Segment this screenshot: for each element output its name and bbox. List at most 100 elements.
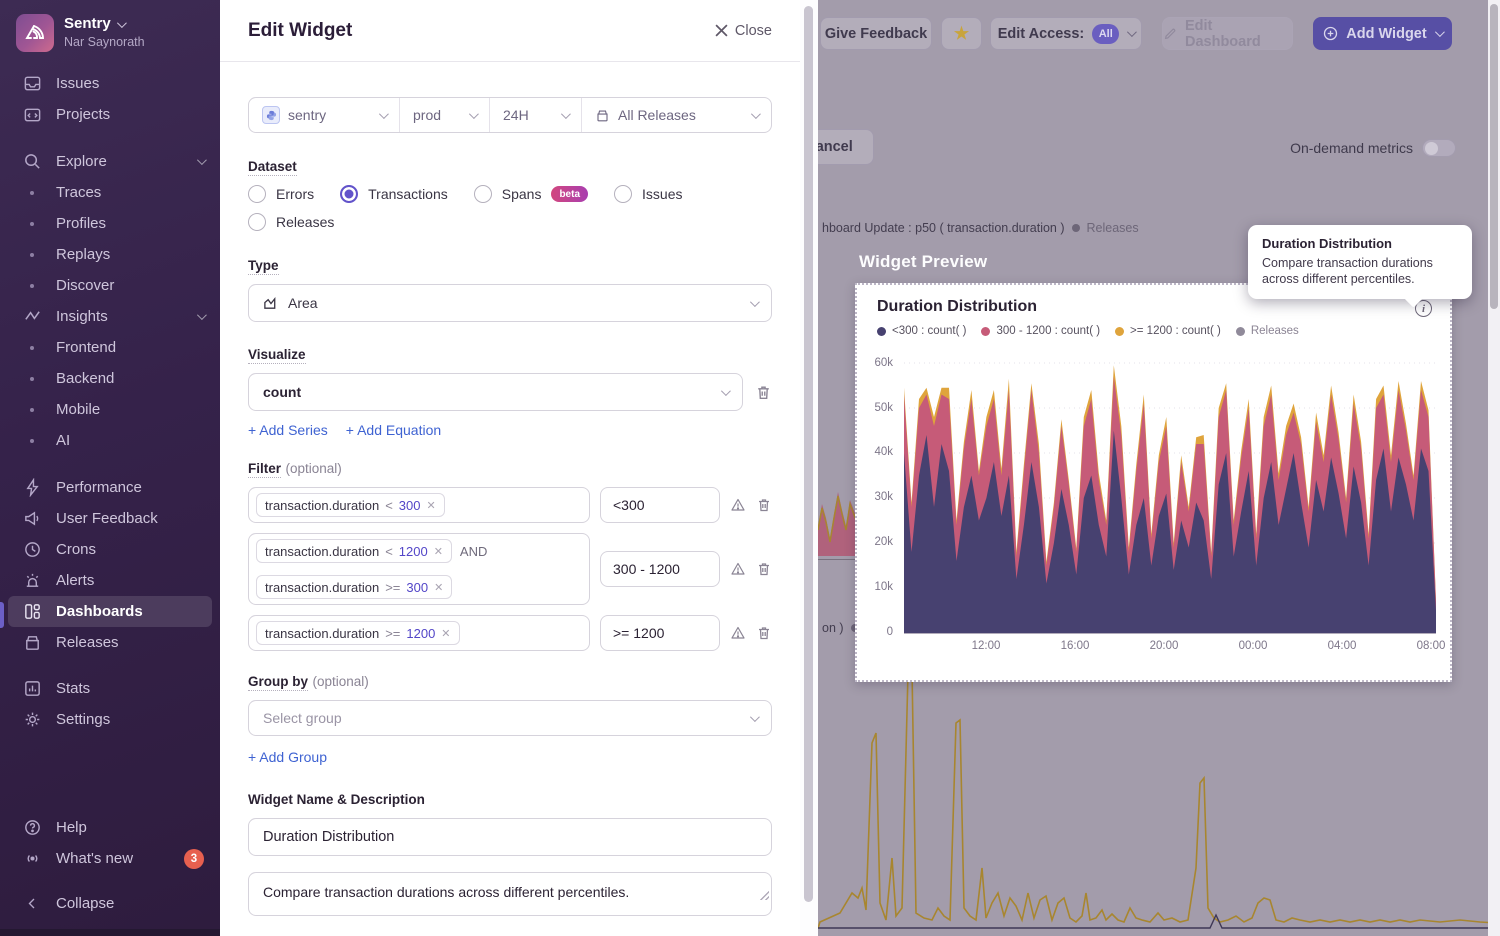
radio-circle[interactable]: [473, 185, 492, 203]
visualize-select[interactable]: count: [248, 373, 743, 411]
cancel-button[interactable]: Cancel: [818, 129, 874, 165]
sidebar-item-ai[interactable]: AI: [0, 425, 220, 456]
give-feedback-label: Give Feedback: [824, 25, 928, 42]
sidebar-item-settings[interactable]: Settings: [0, 704, 220, 735]
add-widget-button[interactable]: Add Widget: [1313, 17, 1452, 50]
sidebar-item-traces[interactable]: Traces: [0, 177, 220, 208]
clock-icon: [22, 540, 42, 559]
filter-token[interactable]: transaction.duration < 300 ✕: [256, 493, 445, 517]
org-switcher[interactable]: Sentry Nar Saynorath: [0, 0, 220, 68]
widget-description-textarea[interactable]: Compare transaction durations across dif…: [248, 872, 772, 916]
y-tick: 10k: [874, 581, 893, 593]
filter-condition-input[interactable]: transaction.duration < 300 ✕: [248, 487, 590, 523]
sidebar-item-projects[interactable]: Projects: [0, 99, 220, 130]
radio-releases[interactable]: Releases: [248, 213, 334, 231]
broadcast-icon: [22, 849, 42, 868]
delete-visualize-button[interactable]: [755, 384, 772, 401]
legend-item[interactable]: 300 - 1200 : count( ): [981, 325, 1100, 337]
delete-filter-button[interactable]: [756, 561, 772, 577]
widget-preview-card[interactable]: Duration Distribution i <300 : count( ) …: [855, 283, 1452, 682]
add-group-link[interactable]: + Add Group: [248, 749, 328, 765]
modal-scrollbar[interactable]: [800, 0, 818, 936]
modal-title: Edit Widget: [248, 19, 353, 41]
sidebar-item-backend[interactable]: Backend: [0, 363, 220, 394]
sidebar-item-profiles[interactable]: Profiles: [0, 208, 220, 239]
beta-badge: beta: [551, 186, 589, 202]
sidebar-item-user-feedback[interactable]: User Feedback: [0, 503, 220, 534]
favorite-star-button[interactable]: ★: [941, 17, 982, 50]
filter-warning-button[interactable]: [730, 625, 746, 641]
radio-circle[interactable]: [340, 185, 359, 203]
filter-token[interactable]: transaction.duration < 1200 ✕: [256, 539, 452, 563]
delete-filter-button[interactable]: [756, 497, 772, 513]
legend-label: >= 1200 : count( ): [1130, 325, 1221, 337]
give-feedback-button[interactable]: Give Feedback: [820, 17, 932, 50]
radio-circle[interactable]: [614, 185, 633, 203]
legend-item[interactable]: <300 : count( ): [877, 325, 966, 337]
radio-issues[interactable]: Issues: [614, 185, 682, 203]
sidebar-item-alerts[interactable]: Alerts: [0, 565, 220, 596]
radio-circle[interactable]: [248, 213, 266, 231]
sidebar-item-stats[interactable]: Stats: [0, 673, 220, 704]
filter-condition-input[interactable]: transaction.duration >= 1200 ✕: [248, 615, 590, 651]
sidebar-item-crons[interactable]: Crons: [0, 534, 220, 565]
sidebar-item-frontend[interactable]: Frontend: [0, 332, 220, 363]
filter-token[interactable]: transaction.duration >= 1200 ✕: [256, 621, 460, 645]
environment-select[interactable]: prod: [399, 98, 489, 132]
add-series-link[interactable]: + Add Series: [248, 422, 328, 438]
radio-transactions[interactable]: Transactions: [340, 185, 448, 203]
cancel-label: Cancel: [818, 139, 853, 155]
filter-alias-input[interactable]: [600, 487, 720, 523]
sidebar-item-dashboards[interactable]: Dashboards: [8, 596, 212, 627]
edit-access-button[interactable]: Edit Access: All: [990, 17, 1142, 50]
radio-errors[interactable]: Errors: [248, 185, 314, 203]
filter-token[interactable]: transaction.duration >= 300 ✕: [256, 575, 453, 599]
radio-circle[interactable]: [248, 185, 266, 203]
filter-condition-input[interactable]: transaction.duration < 1200 ✕ AND transa…: [248, 533, 590, 605]
delete-filter-button[interactable]: [756, 625, 772, 641]
type-select[interactable]: Area: [248, 284, 772, 322]
sidebar-item-label: Profiles: [56, 215, 107, 232]
token-remove-icon[interactable]: ✕: [433, 545, 443, 558]
filter-warning-button[interactable]: [730, 561, 746, 577]
filter-alias-input[interactable]: [600, 551, 720, 587]
sidebar-item-whats-new[interactable]: What's new 3: [0, 843, 220, 874]
bullet-icon: [22, 377, 42, 381]
token-remove-icon[interactable]: ✕: [441, 627, 451, 640]
dataset-options: Errors Transactions Spans beta Issues Rel…: [248, 185, 708, 231]
sidebar-item-discover[interactable]: Discover: [0, 270, 220, 301]
sidebar-item-replays[interactable]: Replays: [0, 239, 220, 270]
sidebar-item-issues[interactable]: Issues: [0, 68, 220, 99]
chevron-down-icon: [720, 385, 731, 396]
group-by-select[interactable]: Select group: [248, 700, 772, 736]
textarea-resize-handle[interactable]: [758, 889, 769, 900]
close-button[interactable]: Close: [715, 23, 772, 39]
period-select[interactable]: 24H: [489, 98, 581, 132]
token-remove-icon[interactable]: ✕: [426, 499, 436, 512]
edit-dashboard-button[interactable]: Edit Dashboard: [1162, 17, 1293, 50]
token-remove-icon[interactable]: ✕: [434, 581, 444, 594]
widget-name-input[interactable]: [248, 818, 772, 856]
page-scrollbar[interactable]: [1488, 0, 1500, 936]
sidebar-item-mobile[interactable]: Mobile: [0, 394, 220, 425]
sidebar-item-help[interactable]: Help: [0, 812, 220, 843]
info-icon[interactable]: i: [1415, 300, 1432, 317]
radio-spans[interactable]: Spans beta: [473, 185, 589, 203]
duration-distribution-chart[interactable]: [904, 360, 1436, 636]
sidebar-item-performance[interactable]: Performance: [0, 472, 220, 503]
add-equation-link[interactable]: + Add Equation: [345, 422, 442, 438]
page-scrollbar-thumb[interactable]: [1490, 4, 1498, 309]
sidebar-group-insights[interactable]: Insights: [0, 301, 220, 332]
filter-warning-button[interactable]: [730, 497, 746, 513]
modal-scrollbar-thumb[interactable]: [804, 6, 813, 902]
legend-item[interactable]: Releases: [1235, 325, 1299, 337]
sidebar-item-collapse[interactable]: Collapse: [0, 888, 220, 919]
on-demand-metrics-toggle[interactable]: [1422, 139, 1456, 157]
releases-select[interactable]: All Releases: [581, 98, 771, 132]
project-select[interactable]: sentry: [249, 98, 399, 132]
filter-alias-input[interactable]: [600, 615, 720, 651]
pulse-icon: [22, 307, 42, 326]
sidebar-group-explore[interactable]: Explore: [0, 146, 220, 177]
sidebar-item-releases[interactable]: Releases: [0, 627, 220, 658]
legend-item[interactable]: >= 1200 : count( ): [1115, 325, 1221, 337]
